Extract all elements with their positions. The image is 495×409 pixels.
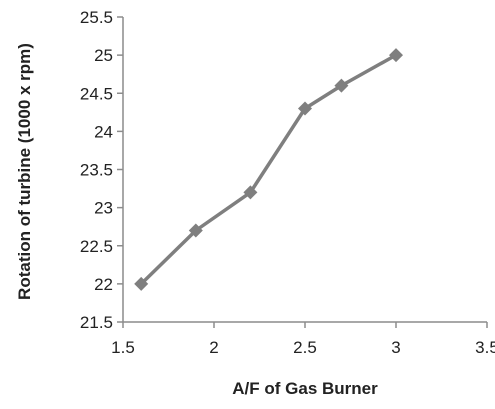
data-point-marker [188, 223, 203, 238]
data-point-marker [134, 276, 149, 291]
x-axis-title: A/F of Gas Burner [232, 379, 378, 398]
y-tick-label: 25.5 [80, 8, 113, 27]
x-tick-label: 2.5 [293, 338, 317, 357]
data-point-marker [389, 48, 403, 63]
data-point-marker [334, 78, 349, 93]
data-point-marker [298, 101, 312, 116]
series-layer [134, 48, 403, 291]
data-point-marker [243, 185, 258, 200]
y-tick-label: 23.5 [80, 161, 113, 180]
y-tick-label: 24.5 [80, 84, 113, 103]
series-line [139, 53, 398, 286]
y-tick-label: 23 [94, 199, 113, 218]
x-tick-label: 3 [391, 338, 400, 357]
y-axis-title: Rotation of turbine (1000 x rpm) [15, 43, 34, 300]
x-tick-label: 2 [209, 338, 218, 357]
y-tick-label: 22 [94, 275, 113, 294]
y-tick-label: 21.5 [80, 313, 113, 332]
axes [117, 16, 488, 328]
x-tick-label: 1.5 [111, 338, 135, 357]
y-tick-label: 25 [94, 46, 113, 65]
y-tick-label: 24 [94, 122, 113, 141]
y-tick-label: 22.5 [80, 237, 113, 256]
x-tick-label: 3.5 [475, 338, 495, 357]
